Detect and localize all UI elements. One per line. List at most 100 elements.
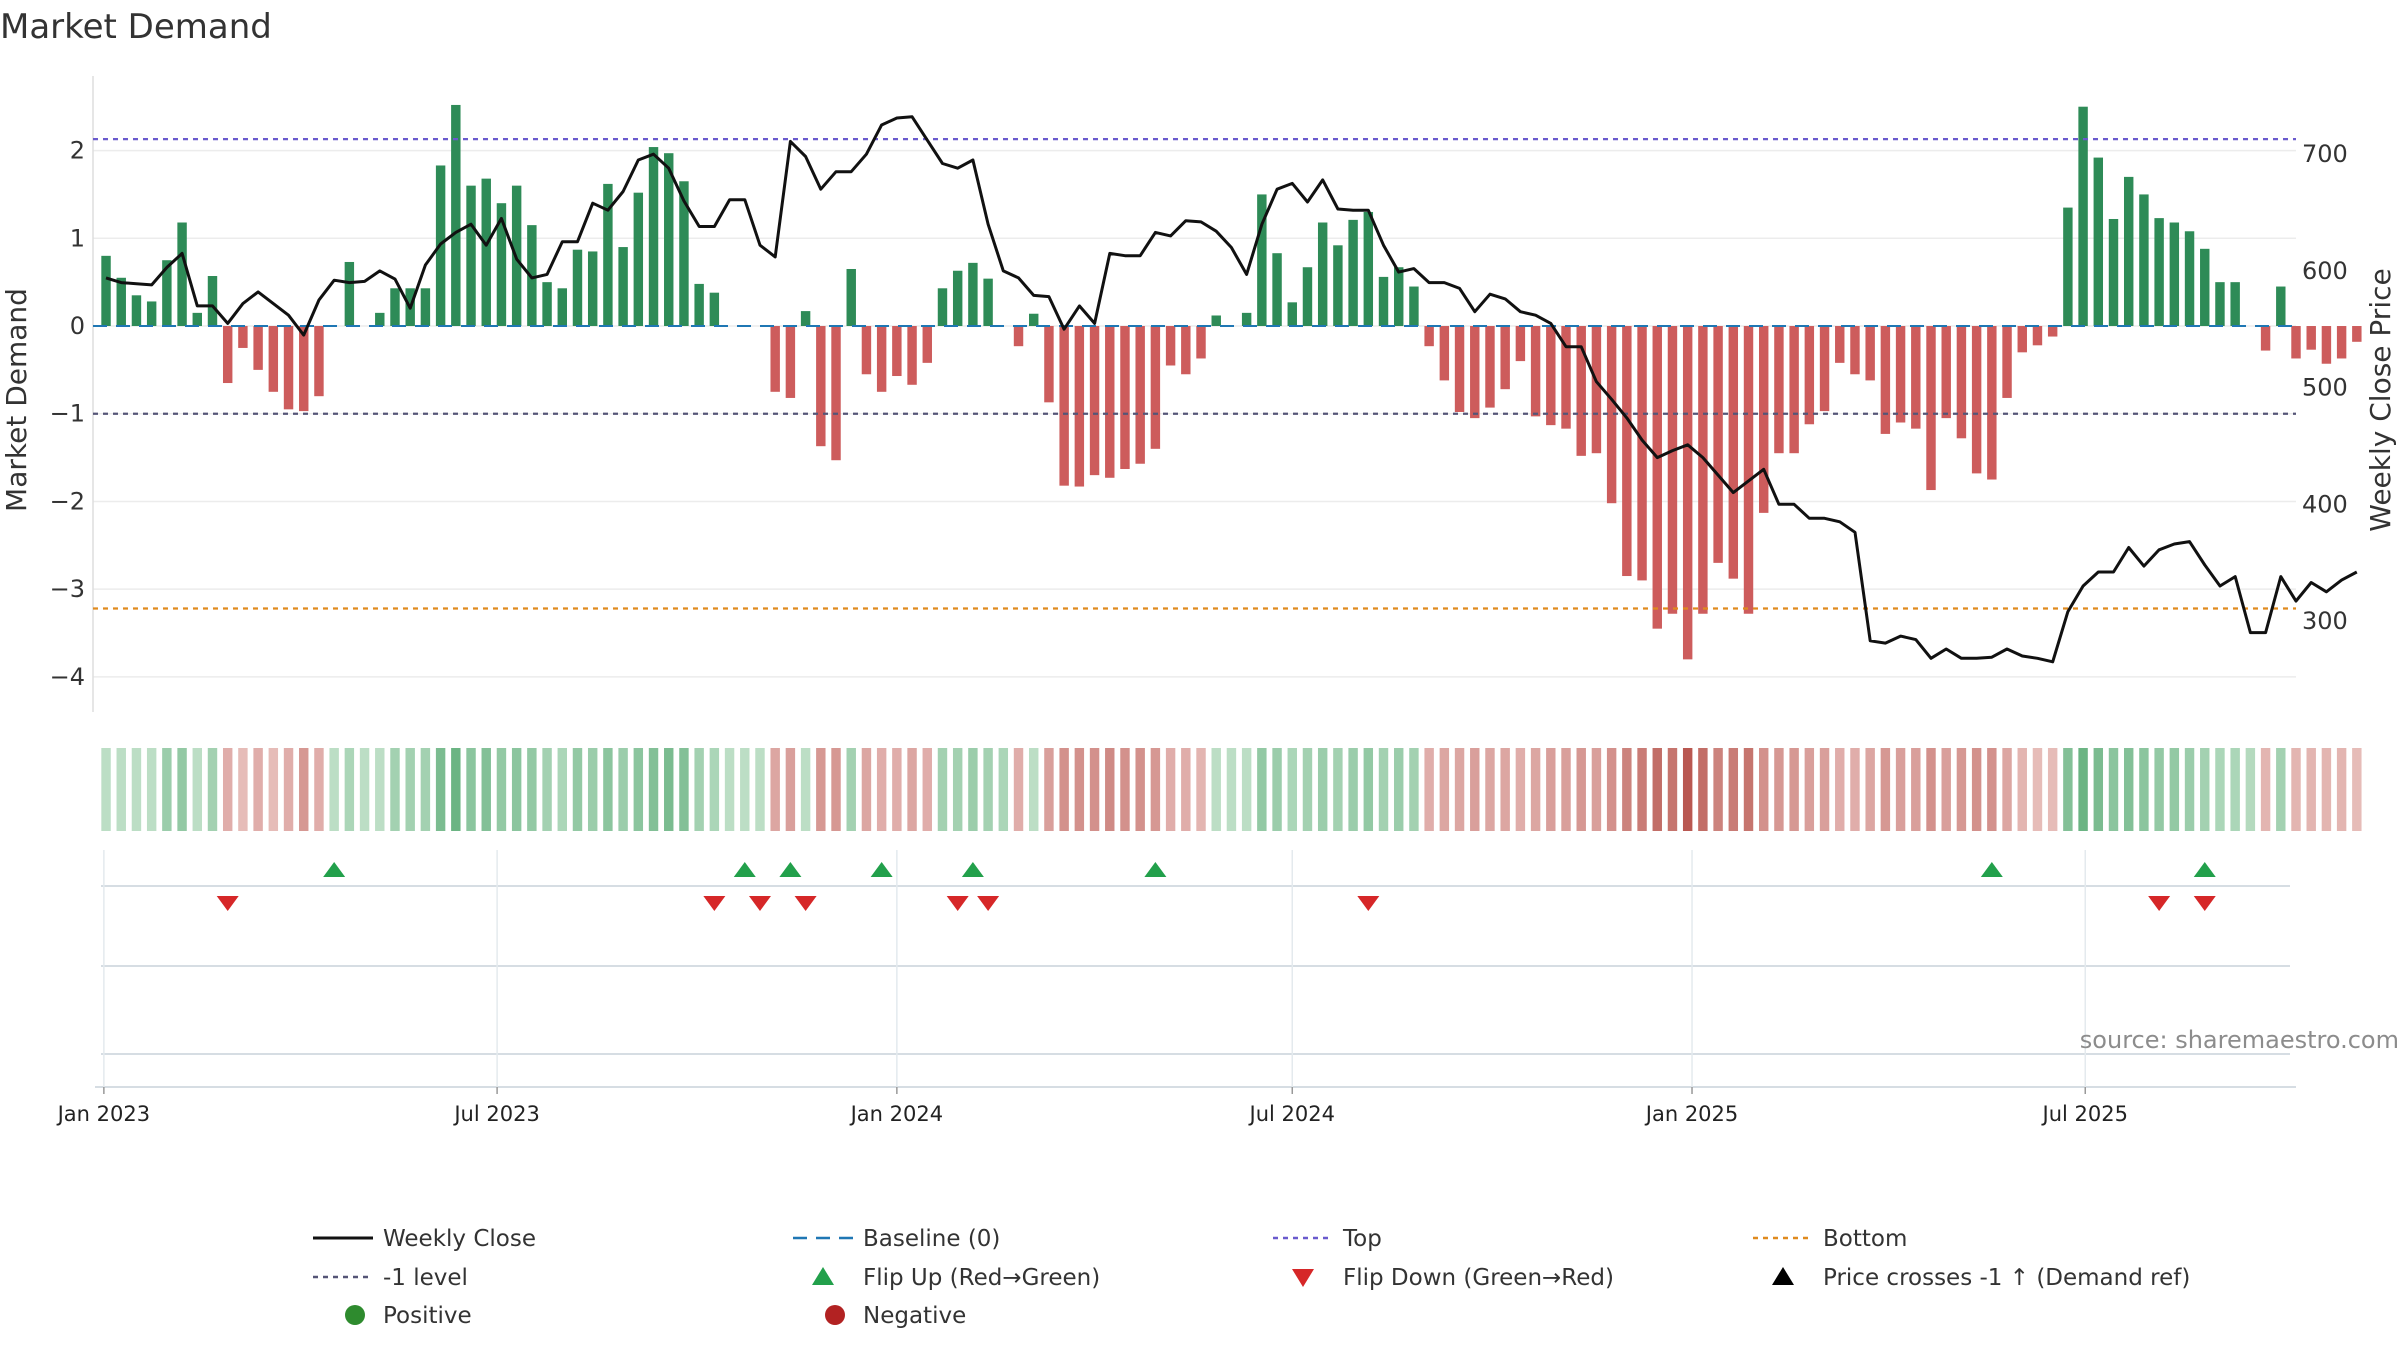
y2-tick-label: 400 — [2302, 490, 2348, 518]
heat-cell — [1059, 748, 1069, 831]
demand-bar-negative — [1956, 326, 1967, 439]
heat-cell — [359, 748, 370, 831]
legend-swatch — [345, 1305, 365, 1325]
weekly-close-line — [105, 115, 2358, 664]
demand-bar-negative — [1667, 326, 1678, 614]
demand-bar-negative — [1698, 326, 1708, 614]
heat-cell — [451, 748, 461, 831]
y2-axis-label: Weekly Close Price — [2364, 268, 2397, 531]
demand-bar-negative — [876, 326, 887, 392]
heat-cell — [314, 748, 324, 831]
heat-cell — [1850, 748, 1860, 831]
demand-bar-positive — [2123, 176, 2134, 327]
demand-bar-positive — [1363, 211, 1374, 327]
demand-bar-negative — [1941, 326, 1951, 419]
demand-bar-positive — [846, 268, 856, 327]
demand-bar-negative — [1865, 326, 1875, 381]
y-tick-label: 1 — [70, 224, 85, 252]
heat-cell — [755, 748, 765, 831]
axes: −4 −3 −2 −1 0 1 2 300 400 500 600 700 — [50, 76, 2348, 712]
demand-bar-positive — [603, 183, 613, 327]
demand-bar-negative — [1561, 326, 1571, 429]
demand-bar-negative — [1819, 326, 1830, 412]
y-tick-label: −3 — [50, 575, 85, 603]
demand-bar-negative — [1059, 326, 1069, 486]
heat-cell — [1591, 748, 1602, 831]
heat-cell — [724, 748, 735, 831]
demand-bar-negative — [2032, 326, 2043, 346]
heat-cell — [1089, 748, 1100, 831]
demand-bar-negative — [1728, 326, 1739, 579]
demand-bar-positive — [2230, 282, 2240, 327]
heat-cell — [2336, 748, 2347, 831]
demand-bar-negative — [1500, 326, 1510, 390]
demand-bar-positive — [952, 270, 963, 327]
demand-bars — [101, 104, 2362, 660]
heat-cell — [922, 748, 932, 831]
heat-cell — [1196, 748, 1206, 831]
date-tick-label: Jan 2023 — [56, 1102, 151, 1126]
heat-cell — [2108, 748, 2119, 831]
heat-cell — [146, 748, 157, 831]
heat-cell — [679, 748, 689, 831]
y-tick-label: −4 — [50, 663, 85, 691]
heat-cell — [1728, 748, 1739, 831]
demand-bar-negative — [1515, 326, 1526, 362]
demand-bar-negative — [2047, 326, 2058, 337]
demand-bar-positive — [709, 292, 720, 327]
demand-bar-positive — [2108, 218, 2119, 327]
heat-cell — [892, 748, 902, 831]
heat-cell — [831, 748, 841, 831]
demand-bar-positive — [2154, 218, 2164, 327]
legend-swatch — [825, 1305, 845, 1325]
demand-bar-positive — [375, 312, 385, 327]
flip-down-marker — [977, 896, 1000, 911]
heat-cell — [1895, 748, 1906, 831]
heat-cell — [2260, 748, 2271, 831]
heat-cell — [481, 748, 491, 831]
demand-bar-positive — [451, 104, 461, 327]
demand-bar-negative — [1774, 326, 1784, 454]
heat-cell — [116, 748, 126, 831]
demand-bar-negative — [1622, 326, 1632, 577]
demand-bar-negative — [1013, 326, 1024, 347]
date-tick-label: Jul 2024 — [1248, 1102, 1335, 1126]
heat-cell — [1941, 748, 1951, 831]
flip-up-marker — [1144, 862, 1167, 877]
demand-bar-negative — [1880, 326, 1891, 434]
legend-label: Baseline (0) — [863, 1226, 1000, 1252]
heat-cell — [1287, 748, 1297, 831]
demand-bar-positive — [2078, 106, 2088, 327]
heat-cell — [937, 748, 948, 831]
demand-bar-positive — [207, 276, 218, 327]
demand-bar-negative — [831, 326, 841, 461]
flip-up-marker — [961, 862, 984, 877]
demand-bar-positive — [2215, 282, 2225, 327]
heat-cell — [557, 748, 567, 831]
demand-bar-positive — [192, 312, 202, 327]
heat-cell — [2230, 748, 2240, 831]
flip-up-marker — [1980, 862, 2003, 877]
y-tick-label: −1 — [50, 400, 85, 428]
heat-cell — [1424, 748, 1434, 831]
heat-cell — [1226, 748, 1237, 831]
demand-bar-positive — [131, 295, 142, 327]
demand-bar-negative — [1454, 326, 1465, 412]
demand-bar-positive — [1394, 267, 1404, 327]
heat-cell — [1317, 748, 1328, 831]
demand-heat-strip — [101, 748, 2362, 831]
demand-bar-negative — [1971, 326, 1982, 474]
demand-bar-negative — [785, 326, 796, 398]
heat-cell — [1363, 748, 1374, 831]
heat-cell — [542, 748, 552, 831]
heat-cell — [2093, 748, 2104, 831]
heat-cell — [2063, 748, 2073, 831]
heat-cell — [131, 748, 142, 831]
heat-cell — [1241, 748, 1252, 831]
demand-bar-negative — [1044, 326, 1054, 403]
legend-label: -1 level — [383, 1265, 468, 1291]
heat-cell — [527, 748, 537, 831]
chart-title: Market Demand — [0, 7, 272, 47]
demand-bar-positive — [2139, 194, 2149, 327]
